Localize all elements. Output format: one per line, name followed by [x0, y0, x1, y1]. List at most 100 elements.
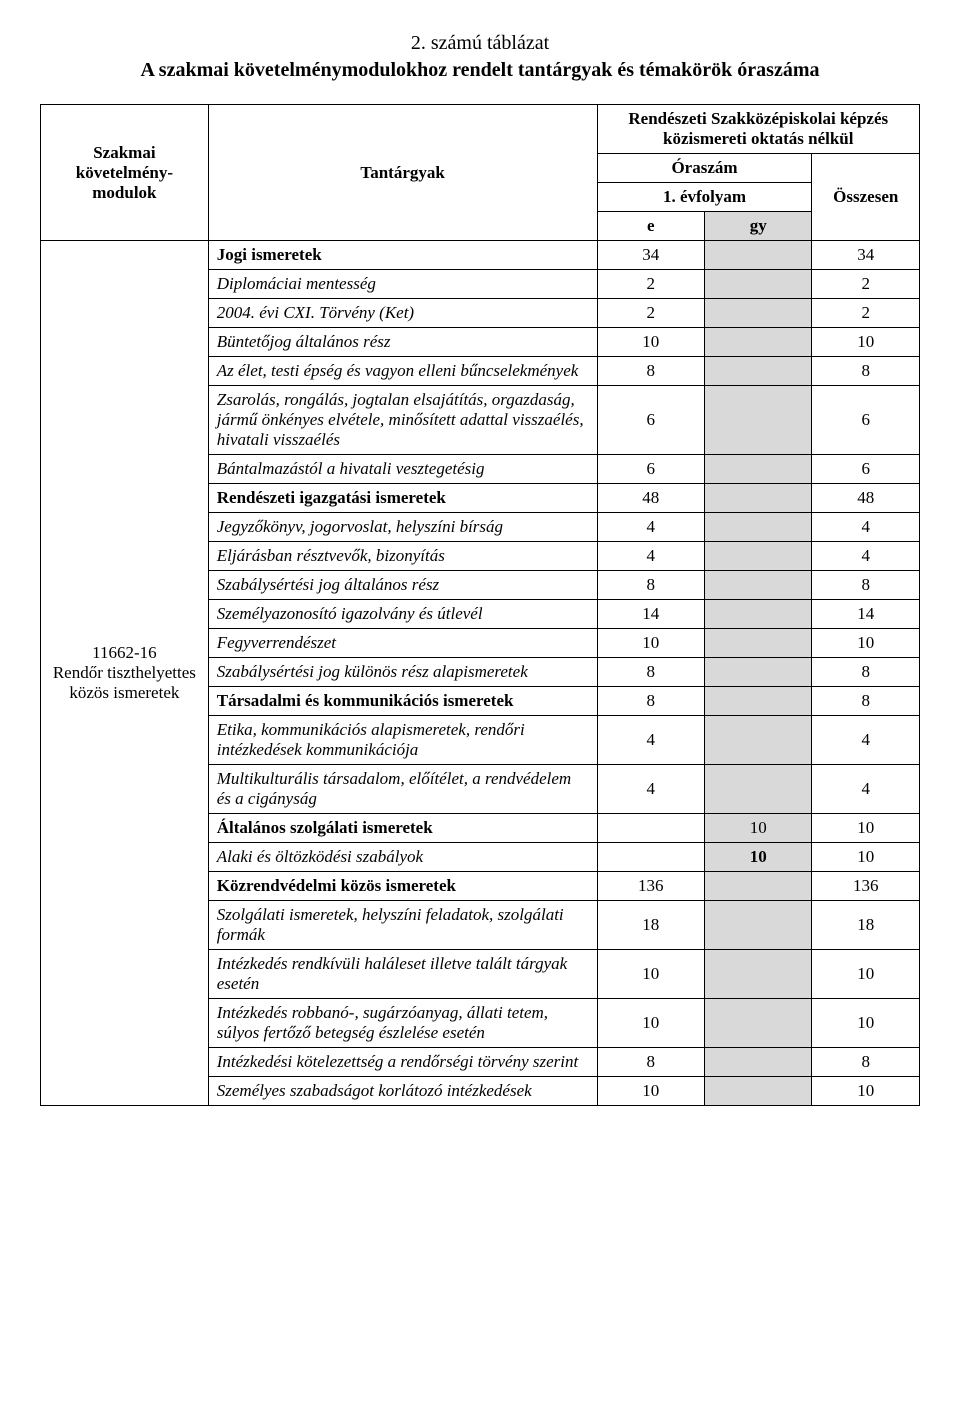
- value-total: 4: [812, 542, 920, 571]
- value-e: 8: [597, 357, 704, 386]
- value-e: 14: [597, 600, 704, 629]
- value-total: 48: [812, 484, 920, 513]
- subject-label: Szolgálati ismeretek, helyszíni feladato…: [208, 901, 597, 950]
- value-total: 10: [812, 950, 920, 999]
- subject-label: Intézkedés robbanó-, sugárzóanyag, állat…: [208, 999, 597, 1048]
- module-cell: 11662-16Rendőr tiszthelyettes közös isme…: [41, 241, 209, 1106]
- header-group-top: Rendészeti Szakközépiskolai képzés közis…: [597, 105, 919, 154]
- value-total: 18: [812, 901, 920, 950]
- value-gy: [705, 328, 812, 357]
- value-e: 4: [597, 765, 704, 814]
- header-e: e: [597, 212, 704, 241]
- value-total: 10: [812, 999, 920, 1048]
- value-gy: [705, 901, 812, 950]
- value-e: 48: [597, 484, 704, 513]
- value-e: 4: [597, 716, 704, 765]
- subject-label: Jogi ismeretek: [208, 241, 597, 270]
- subject-label: Multikulturális társadalom, előítélet, a…: [208, 765, 597, 814]
- value-total: 2: [812, 299, 920, 328]
- value-gy: [705, 1077, 812, 1106]
- header-total: Összesen: [812, 154, 920, 241]
- subject-label: Személyazonosító igazolvány és útlevél: [208, 600, 597, 629]
- curriculum-table: Szakmai követelmény-modulok Tantárgyak R…: [40, 104, 920, 1106]
- value-gy: [705, 600, 812, 629]
- module-name: Rendőr tiszthelyettes közös ismeretek: [49, 663, 200, 703]
- value-total: 8: [812, 357, 920, 386]
- value-total: 4: [812, 765, 920, 814]
- value-e: 10: [597, 629, 704, 658]
- value-total: 6: [812, 455, 920, 484]
- value-gy: [705, 484, 812, 513]
- subject-label: Általános szolgálati ismeretek: [208, 814, 597, 843]
- subject-label: Rendészeti igazgatási ismeretek: [208, 484, 597, 513]
- value-e: 10: [597, 999, 704, 1048]
- value-e: 8: [597, 687, 704, 716]
- value-e: 8: [597, 658, 704, 687]
- value-e: [597, 843, 704, 872]
- subject-label: Fegyverrendészet: [208, 629, 597, 658]
- table-body: 11662-16Rendőr tiszthelyettes közös isme…: [41, 241, 920, 1106]
- value-total: 10: [812, 629, 920, 658]
- table-title: A szakmai követelménymodulokhoz rendelt …: [40, 57, 920, 84]
- value-total: 10: [812, 1077, 920, 1106]
- subject-label: Alaki és öltözködési szabályok: [208, 843, 597, 872]
- header-subjects: Tantárgyak: [208, 105, 597, 241]
- value-e: 8: [597, 1048, 704, 1077]
- value-e: 18: [597, 901, 704, 950]
- value-e: 10: [597, 1077, 704, 1106]
- value-total: 8: [812, 571, 920, 600]
- value-total: 8: [812, 1048, 920, 1077]
- value-gy: [705, 658, 812, 687]
- header-oraszam: Óraszám: [597, 154, 812, 183]
- value-gy: [705, 386, 812, 455]
- subject-label: Diplomáciai mentesség: [208, 270, 597, 299]
- subject-label: Közrendvédelmi közös ismeretek: [208, 872, 597, 901]
- value-gy: [705, 571, 812, 600]
- table-number: 2. számú táblázat: [40, 30, 920, 57]
- value-gy: [705, 687, 812, 716]
- value-total: 14: [812, 600, 920, 629]
- subject-label: Társadalmi és kommunikációs ismeretek: [208, 687, 597, 716]
- value-total: 10: [812, 814, 920, 843]
- value-gy: [705, 542, 812, 571]
- subject-label: Zsarolás, rongálás, jogtalan elsajátítás…: [208, 386, 597, 455]
- value-gy: [705, 357, 812, 386]
- value-total: 34: [812, 241, 920, 270]
- subject-label: Etika, kommunikációs alapismeretek, rend…: [208, 716, 597, 765]
- value-total: 4: [812, 513, 920, 542]
- subject-label: Jegyzőkönyv, jogorvoslat, helyszíni bírs…: [208, 513, 597, 542]
- subject-label: Büntetőjog általános rész: [208, 328, 597, 357]
- value-gy: [705, 299, 812, 328]
- subject-label: Intézkedési kötelezettség a rendőrségi t…: [208, 1048, 597, 1077]
- subject-label: Szabálysértési jog általános rész: [208, 571, 597, 600]
- value-total: 10: [812, 843, 920, 872]
- value-e: 4: [597, 513, 704, 542]
- value-gy: [705, 629, 812, 658]
- value-total: 4: [812, 716, 920, 765]
- value-gy: [705, 1048, 812, 1077]
- subject-label: 2004. évi CXI. Törvény (Ket): [208, 299, 597, 328]
- value-gy: [705, 241, 812, 270]
- header-modules: Szakmai követelmény-modulok: [41, 105, 209, 241]
- value-e: 8: [597, 571, 704, 600]
- value-gy: [705, 999, 812, 1048]
- value-gy: [705, 716, 812, 765]
- value-total: 8: [812, 687, 920, 716]
- value-gy: [705, 765, 812, 814]
- value-gy: 10: [705, 843, 812, 872]
- value-e: 10: [597, 328, 704, 357]
- value-e: 6: [597, 455, 704, 484]
- value-gy: 10: [705, 814, 812, 843]
- subject-label: Intézkedés rendkívüli haláleset illetve …: [208, 950, 597, 999]
- value-e: 136: [597, 872, 704, 901]
- value-total: 10: [812, 328, 920, 357]
- value-total: 6: [812, 386, 920, 455]
- value-total: 8: [812, 658, 920, 687]
- subject-label: Személyes szabadságot korlátozó intézked…: [208, 1077, 597, 1106]
- value-gy: [705, 270, 812, 299]
- value-total: 2: [812, 270, 920, 299]
- subject-label: Szabálysértési jog különös rész alapisme…: [208, 658, 597, 687]
- value-e: 2: [597, 299, 704, 328]
- value-e: [597, 814, 704, 843]
- subject-label: Eljárásban résztvevők, bizonyítás: [208, 542, 597, 571]
